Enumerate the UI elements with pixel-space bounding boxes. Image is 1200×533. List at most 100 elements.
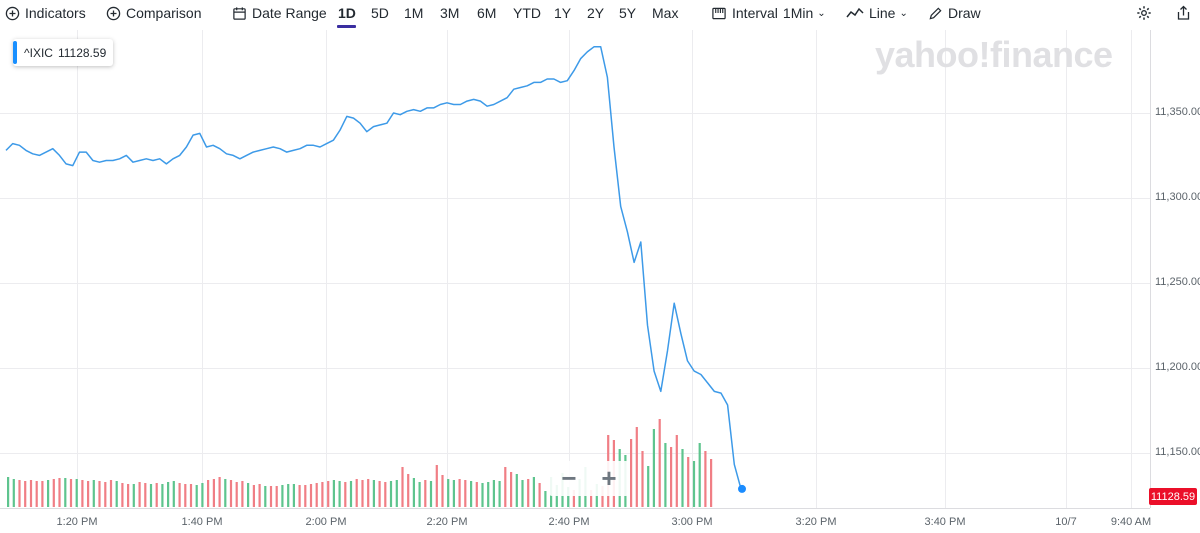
- volume-bar: [109, 480, 113, 507]
- y-tick-label: 11,300.00: [1155, 190, 1200, 203]
- volume-bar: [355, 479, 358, 507]
- active-range-underline: [337, 25, 356, 28]
- volume-bar: [321, 482, 324, 507]
- range-5d[interactable]: 5D: [371, 5, 389, 21]
- volume-bar: [635, 427, 638, 507]
- volume-bar: [47, 480, 50, 507]
- chart-type-label: Line: [869, 5, 896, 21]
- volume-bar: [492, 480, 495, 507]
- interval-value: 1Min: [782, 5, 814, 21]
- volume-bar: [92, 480, 95, 507]
- x-tick-label: 3:20 PM: [795, 516, 837, 528]
- x-tick-label: 10/7: [1055, 516, 1077, 528]
- indicators-label: Indicators: [25, 5, 86, 21]
- chart-grid: [0, 30, 1151, 509]
- x-tick-label: 1:40 PM: [181, 516, 223, 528]
- share-button[interactable]: [1176, 0, 1191, 26]
- chart-type-dropdown[interactable]: Line ⌄: [846, 0, 908, 26]
- chevron-down-icon: ⌄: [899, 7, 908, 19]
- y-tick-label: 11,200.00: [1155, 360, 1200, 373]
- range-1m[interactable]: 1M: [404, 5, 424, 21]
- volume-bar: [167, 482, 170, 507]
- volume-bar: [698, 443, 701, 507]
- volume-bar: [372, 480, 375, 507]
- volume-bar: [115, 481, 118, 507]
- range-ytd[interactable]: YTD: [513, 5, 541, 21]
- volume-bar: [304, 485, 307, 507]
- volume-bar: [429, 481, 433, 507]
- volume-bar: [292, 484, 295, 507]
- volume-bar: [658, 419, 661, 507]
- volume-bar: [184, 484, 187, 507]
- volume-bar: [692, 461, 696, 507]
- volume-bar: [384, 482, 387, 507]
- zoom-in-button[interactable]: +: [601, 463, 617, 493]
- volume-bar: [104, 482, 107, 507]
- volume-bar: [630, 439, 633, 507]
- chevron-down-icon: ⌄: [817, 7, 826, 19]
- indicators-button[interactable]: Indicators: [5, 0, 86, 26]
- volume-bar: [675, 435, 678, 507]
- volume-bar: [601, 486, 604, 507]
- volume-bar: [527, 479, 530, 507]
- volume-bar: [161, 484, 164, 507]
- volume-bar: [189, 484, 193, 507]
- volume-bar: [349, 481, 353, 507]
- range-2y[interactable]: 2Y: [587, 5, 605, 21]
- interval-dropdown[interactable]: Interval 1Min ⌄: [711, 0, 826, 26]
- volume-bar: [235, 482, 238, 507]
- volume-bar: [269, 486, 273, 507]
- chart-toolbar: Indicators Comparison Date Range 1D 5D 1…: [0, 0, 1200, 28]
- volume-bar: [24, 481, 27, 507]
- volume-bar: [378, 481, 381, 507]
- zoom-out-button[interactable]: −: [561, 463, 577, 493]
- volume-bar: [567, 487, 570, 507]
- x-tick-label: 1:20 PM: [56, 516, 98, 528]
- volume-bar: [98, 481, 101, 507]
- range-5y[interactable]: 5Y: [619, 5, 637, 21]
- settings-button[interactable]: [1136, 0, 1152, 26]
- last-price-badge: 11128.59: [1149, 488, 1197, 505]
- volume-bar: [201, 483, 204, 507]
- date-range-button[interactable]: Date Range: [232, 0, 327, 26]
- volume-bar: [35, 481, 38, 507]
- volume-bar: [504, 467, 507, 507]
- symbol-label: ^IXIC: [24, 45, 53, 60]
- volume-bar: [281, 485, 284, 507]
- range-1d[interactable]: 1D: [338, 5, 356, 21]
- volume-bar: [521, 480, 524, 507]
- range-6m[interactable]: 6M: [477, 5, 497, 21]
- volume-bar: [641, 451, 644, 507]
- volume-bar: [412, 478, 415, 507]
- volume-bar: [389, 481, 393, 507]
- comparison-button[interactable]: Comparison: [106, 0, 201, 26]
- x-tick-label: 3:40 PM: [924, 516, 966, 528]
- volume-bar: [7, 477, 10, 507]
- range-3m[interactable]: 3M: [440, 5, 460, 21]
- last-price-dot: [738, 484, 746, 493]
- range-max[interactable]: Max: [652, 5, 679, 21]
- volume-bar: [538, 483, 541, 507]
- volume-bar: [332, 480, 335, 507]
- volume-bar: [481, 483, 484, 507]
- volume-bar: [647, 466, 650, 507]
- volume-bar: [361, 480, 364, 507]
- interval-label: Interval: [732, 5, 778, 21]
- volume-bar: [681, 449, 684, 507]
- volume-bar: [149, 484, 153, 507]
- volume-bar: [327, 481, 330, 507]
- volume-bar: [207, 480, 210, 507]
- volume-bar: [287, 484, 290, 507]
- plus-circle-icon: [5, 6, 20, 20]
- volume-bar: [407, 474, 410, 507]
- volume-bar: [704, 451, 707, 507]
- date-range-label: Date Range: [252, 5, 327, 21]
- volume-bar: [241, 481, 244, 507]
- range-1y[interactable]: 1Y: [554, 5, 572, 21]
- draw-button[interactable]: Draw: [928, 0, 981, 26]
- y-tick-label: 11,250.00: [1155, 275, 1200, 288]
- yahoo-finance-logo: yahoo!finance: [875, 34, 1113, 75]
- volume-bar: [69, 479, 73, 507]
- volume-bar: [590, 490, 593, 507]
